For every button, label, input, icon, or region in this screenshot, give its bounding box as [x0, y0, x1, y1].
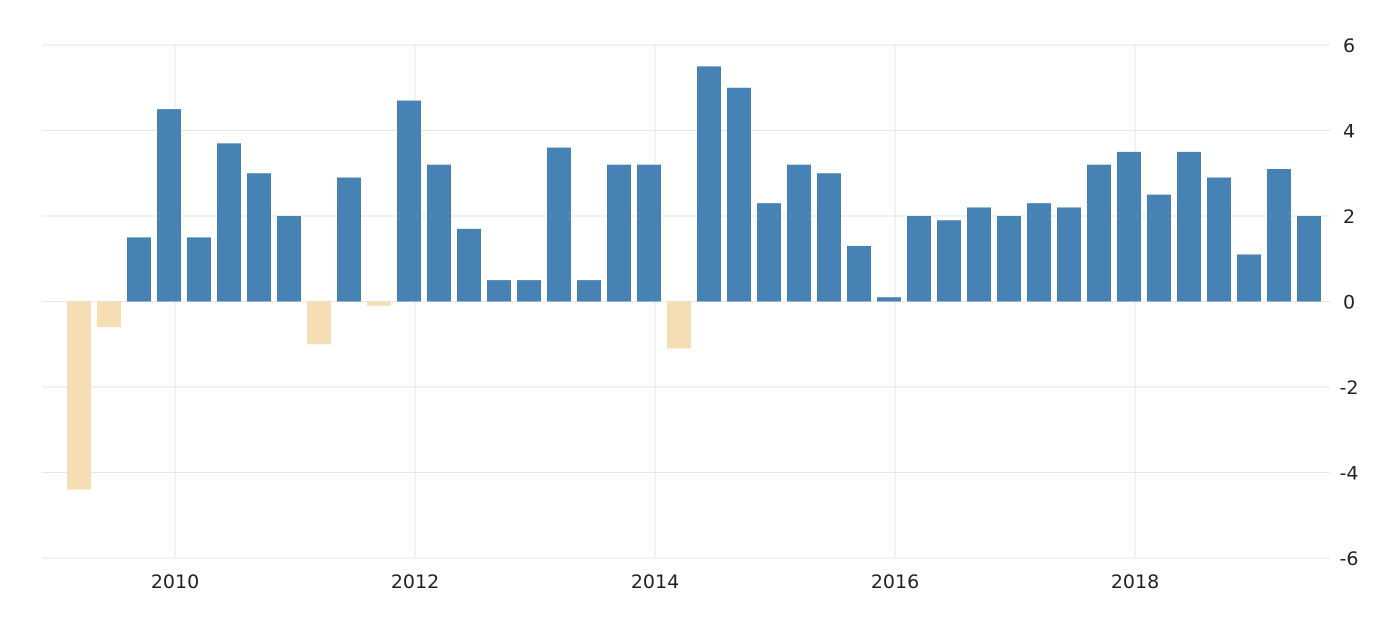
- x-tick-label: 2014: [631, 571, 679, 593]
- y-tick-label: -2: [1340, 377, 1359, 399]
- x-tick-label: 2018: [1111, 571, 1159, 593]
- bar: [127, 237, 151, 302]
- y-tick-label: -4: [1340, 463, 1359, 485]
- x-axis: 2010 2012 2014 2016 2018: [151, 571, 1159, 593]
- bar: [997, 216, 1021, 302]
- bar: [67, 301, 91, 490]
- bar: [487, 280, 511, 302]
- bar: [817, 173, 841, 302]
- bar: [97, 301, 121, 328]
- x-tick-label: 2012: [391, 571, 439, 593]
- bar: [577, 280, 601, 302]
- bar: [667, 301, 691, 349]
- bar: [247, 173, 271, 302]
- bar: [217, 143, 241, 302]
- bar: [1207, 177, 1231, 302]
- bar: [517, 280, 541, 302]
- bar: [1267, 168, 1291, 302]
- bar: [427, 164, 451, 302]
- y-tick-label: 2: [1343, 206, 1355, 228]
- x-tick-label: 2010: [151, 571, 199, 593]
- y-tick-label: -6: [1340, 548, 1359, 570]
- y-tick-label: 6: [1343, 35, 1355, 57]
- bar: [1297, 216, 1321, 302]
- bar: [727, 87, 751, 302]
- bar: [1237, 254, 1261, 302]
- bar: [397, 100, 421, 302]
- bar: [337, 177, 361, 302]
- bar: [367, 301, 391, 306]
- bar: [637, 164, 661, 302]
- bar: [1087, 164, 1111, 302]
- bar: [787, 164, 811, 302]
- y-axis: 6 4 2 0 -2 -4 -6: [1340, 35, 1359, 570]
- y-tick-label: 4: [1343, 121, 1355, 143]
- bar: [277, 216, 301, 302]
- bar: [757, 203, 781, 302]
- bar: [547, 147, 571, 302]
- bar: [697, 66, 721, 302]
- bar: [907, 216, 931, 302]
- bar: [937, 220, 961, 302]
- bar: [457, 228, 481, 302]
- bar: [607, 164, 631, 302]
- bar: [967, 207, 991, 302]
- bar: [157, 109, 181, 302]
- y-tick-label: 0: [1343, 292, 1355, 314]
- bar: [847, 245, 871, 302]
- bar: [877, 297, 901, 302]
- bar: [1147, 194, 1171, 302]
- bar: [1027, 203, 1051, 302]
- bars: [67, 66, 1321, 490]
- bar: [1057, 207, 1081, 302]
- bar: [187, 237, 211, 302]
- bar: [1177, 151, 1201, 302]
- bar: [1117, 151, 1141, 302]
- x-tick-label: 2016: [871, 571, 919, 593]
- bar: [307, 301, 331, 345]
